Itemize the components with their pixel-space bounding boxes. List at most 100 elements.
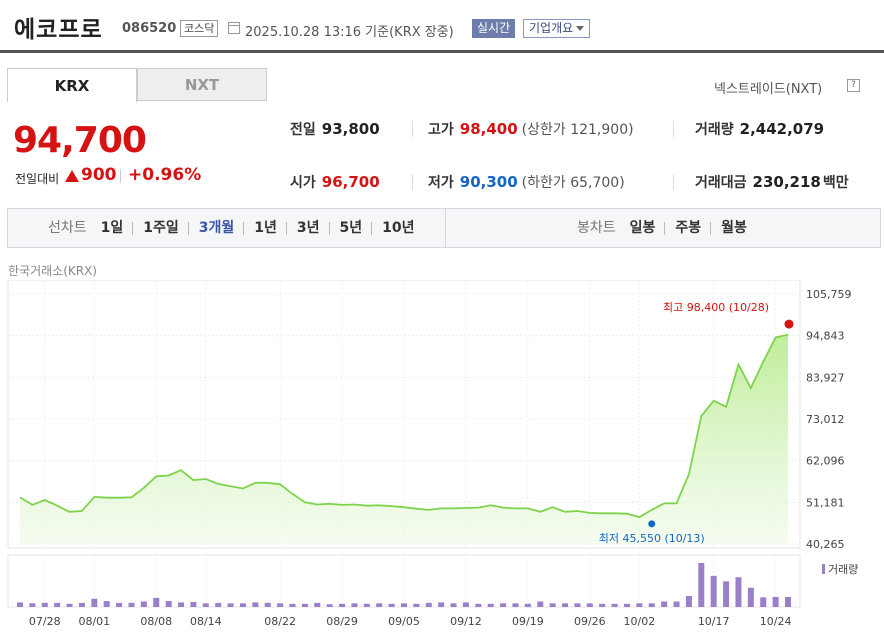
volume-bar [116, 602, 123, 607]
price-line [19, 333, 789, 519]
volume-bar [549, 603, 556, 607]
volume-bar [599, 603, 606, 607]
volume-bar [202, 603, 209, 607]
period-1d[interactable]: 1일 [101, 220, 134, 236]
volume-bar [512, 603, 519, 607]
current-price: 94,700 [13, 120, 147, 161]
nextrade-link[interactable]: 넥스트레이드(NXT) [714, 82, 823, 97]
volume-bar [153, 597, 160, 607]
volume-bar [91, 598, 98, 607]
volume-bar [413, 603, 420, 607]
volume-bar [661, 601, 668, 607]
tab-nxt[interactable]: NXT [137, 68, 267, 101]
max-annotation: 최고 98,400 (10/28) [663, 301, 769, 314]
calendar-icon [228, 22, 240, 34]
candle-monthly[interactable]: 월봉 [721, 220, 747, 236]
volume-bar [289, 603, 296, 607]
divider [673, 174, 674, 190]
line-chart-periods: 선차트 1일 1주일 3개월 1년 3년 5년 10년 [48, 209, 435, 247]
volume-bar [735, 577, 742, 607]
volume-bar [574, 603, 581, 607]
volume-bar [438, 602, 445, 607]
y-tick-label: 94,843 [806, 330, 845, 343]
price-area [20, 334, 788, 544]
max-point [784, 319, 794, 329]
stat-trade-value: 거래대금 230,218 백만 [695, 173, 849, 191]
stat-high: 고가 98,400 (상한가 121,900) [428, 120, 634, 138]
volume-bar [723, 581, 730, 607]
volume-bar [710, 575, 717, 607]
volume-bar [698, 563, 705, 607]
y-tick-label: 40,265 [806, 538, 845, 551]
volume-bar [252, 602, 259, 607]
chart-frame [7, 280, 801, 549]
volume-bar [66, 603, 73, 607]
volume-bar [339, 603, 346, 607]
volume-bar [264, 602, 271, 607]
chevron-down-icon [576, 26, 585, 31]
period-3y[interactable]: 3년 [297, 220, 330, 236]
volume-bar [376, 603, 383, 607]
volume-bar [623, 603, 630, 607]
volume-bar [648, 603, 655, 607]
tab-krx[interactable]: KRX [7, 68, 137, 102]
divider [412, 174, 413, 190]
volume-bar [760, 597, 767, 607]
volume-bar [351, 603, 358, 607]
realtime-button[interactable]: 실시간 [472, 19, 516, 38]
period-5y[interactable]: 5년 [340, 220, 373, 236]
candle-chart-periods: 봉차트 일봉 주봉 월봉 [577, 209, 767, 247]
volume-bar [388, 603, 395, 607]
change-label: 전일대비 [15, 172, 60, 186]
x-tick-label: 07/28 [29, 615, 61, 628]
volume-bar [190, 601, 197, 607]
volume-bar [277, 603, 284, 607]
volume-bar [140, 601, 147, 607]
period-1y[interactable]: 1년 [254, 220, 287, 236]
volume-bar [165, 601, 172, 607]
candle-weekly[interactable]: 주봉 [675, 220, 711, 236]
period-bar: 선차트 1일 1주일 3개월 1년 3년 5년 10년 봉차트 일봉 주봉 월봉 [7, 208, 881, 248]
volume-bar [17, 602, 23, 607]
help-icon[interactable]: ? [847, 79, 860, 92]
period-3m[interactable]: 3개월 [199, 220, 245, 236]
y-tick-label: 51,181 [806, 496, 845, 509]
company-overview-dropdown[interactable]: 기업개요 [523, 19, 591, 38]
candle-daily[interactable]: 일봉 [630, 220, 666, 236]
volume-bar [636, 603, 643, 607]
volume-bar [462, 602, 469, 607]
volume-bar [747, 587, 754, 607]
volume-bar [78, 602, 85, 607]
volume-bar [562, 603, 569, 607]
volume-bar [785, 596, 791, 607]
period-1w[interactable]: 1주일 [143, 220, 189, 236]
divider [120, 169, 121, 183]
change-value: 900 [81, 165, 117, 185]
min-point [648, 520, 656, 528]
volume-bar [239, 603, 246, 607]
volume-bar [128, 602, 135, 607]
divider [412, 121, 413, 137]
volume-legend-swatch [822, 564, 825, 574]
stock-header: 에코프로 086520 코스닥 2025.10.28 13:16 기준(KRX … [0, 0, 884, 53]
x-tick-label: 10/24 [760, 615, 792, 628]
line-chart-label: 선차트 [48, 220, 87, 236]
stat-low: 저가 90,300 (하한가 65,700) [428, 173, 625, 191]
min-annotation: 최저 45,550 (10/13) [599, 532, 705, 545]
stat-prev-close: 전일 93,800 [290, 120, 380, 138]
x-tick-label: 09/05 [388, 615, 420, 628]
x-tick-label: 08/29 [326, 615, 358, 628]
volume-bar [363, 603, 370, 607]
y-tick-label: 62,096 [806, 455, 845, 468]
datetime-text: 2025.10.28 13:16 기준(KRX 장중) [245, 25, 454, 40]
x-tick-label: 09/19 [512, 615, 544, 628]
x-tick-label: 09/12 [450, 615, 482, 628]
volume-legend: 거래량 [828, 563, 858, 576]
stat-volume: 거래량 2,442,079 [695, 120, 825, 138]
divider [445, 209, 446, 247]
price-chart: 105,759 94,843 83,927 73,012 62,096 51,181 40,… [7, 280, 858, 628]
volume-bar [227, 603, 234, 607]
x-tick-label: 08/01 [78, 615, 110, 628]
period-10y[interactable]: 10년 [382, 220, 415, 236]
x-tick-label: 08/22 [264, 615, 296, 628]
